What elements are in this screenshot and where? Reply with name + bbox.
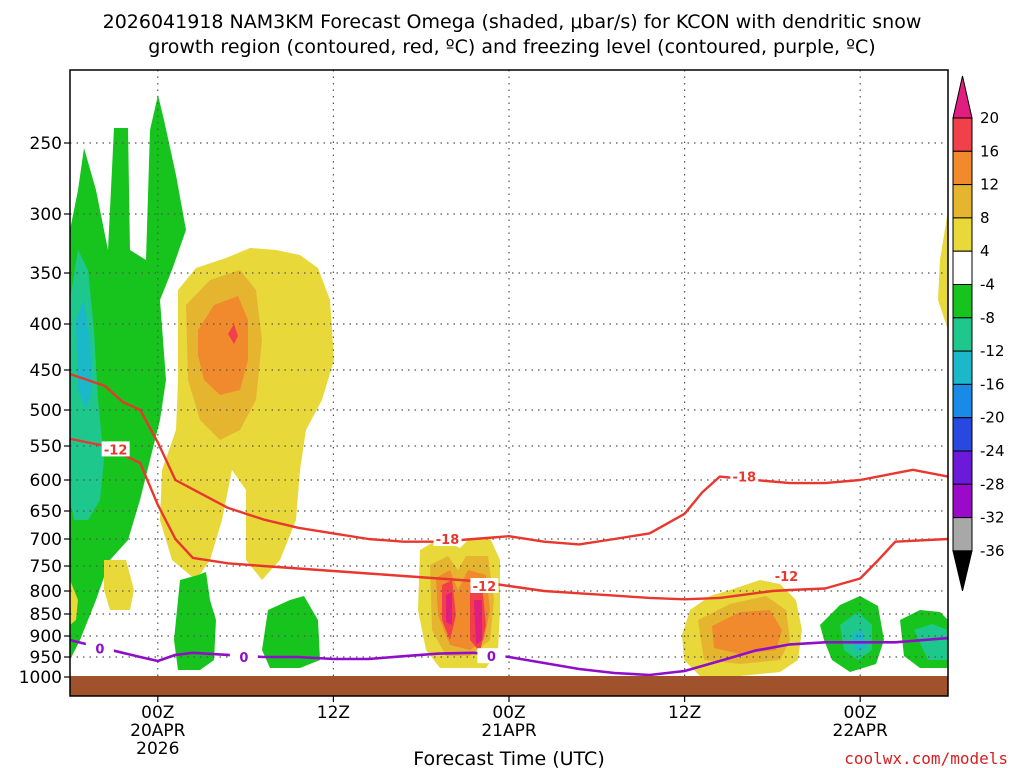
contour-label-bg bbox=[772, 568, 801, 583]
colorbar-segment bbox=[952, 117, 973, 152]
x-axis-label: Forecast Time (UTC) bbox=[413, 748, 604, 768]
y-tick-label: 450 bbox=[30, 361, 62, 381]
colorbar-segment bbox=[952, 383, 973, 419]
chart-title-line2: growth region (contoured, red, ºC) and f… bbox=[148, 36, 875, 58]
colorbar-segment bbox=[952, 417, 973, 452]
colorbar-segment bbox=[952, 217, 973, 252]
omega-region-green-left bbox=[70, 95, 186, 660]
contour-label-bg bbox=[85, 640, 114, 656]
omega-region-yellow-right-edge bbox=[938, 210, 948, 330]
x-tick-label: 00Z bbox=[844, 703, 877, 723]
x-tick-label: 00Z bbox=[141, 703, 174, 723]
y-tick-label: 850 bbox=[30, 605, 62, 625]
omega-region-magenta-mid bbox=[446, 592, 482, 645]
colorbar-label: -24 bbox=[980, 442, 1005, 460]
colorbar-segment bbox=[952, 483, 973, 519]
y-tick-label: 650 bbox=[30, 502, 62, 522]
y-tick-label: 600 bbox=[30, 471, 62, 491]
contour-label: -12 bbox=[775, 570, 799, 585]
colorbar-top-arrow bbox=[952, 75, 973, 119]
contour-label-bg bbox=[477, 648, 506, 664]
colorbar-label: 12 bbox=[980, 176, 999, 194]
omega-region-small-yellow-2 bbox=[70, 580, 78, 625]
colorbar-label: 8 bbox=[980, 209, 990, 227]
colorbar-label: -4 bbox=[980, 276, 995, 294]
colorbar-segment bbox=[952, 517, 973, 552]
contour-label: -18 bbox=[733, 471, 757, 486]
omega-region-orange-upper bbox=[198, 296, 248, 395]
omega-region-red-mid bbox=[442, 580, 486, 652]
x-tick-label: 21APR bbox=[481, 721, 537, 741]
x-tick-label: 20APR bbox=[130, 721, 186, 741]
contour-label-bg bbox=[229, 649, 258, 664]
colorbar-label: 20 bbox=[980, 109, 999, 127]
y-tick-label: 400 bbox=[30, 315, 62, 335]
x-tick-label: 12Z bbox=[317, 703, 350, 723]
colorbar-label: -32 bbox=[980, 509, 1005, 527]
x-tick-label: 12Z bbox=[668, 703, 701, 723]
contour-lines: -12 -18 -12 -18 -12 0 0 0 bbox=[70, 372, 948, 677]
contour-label: -12 bbox=[104, 443, 128, 458]
freezing-level-line bbox=[70, 636, 948, 677]
y-tick-label: 300 bbox=[30, 205, 62, 225]
omega-region-orange-right bbox=[712, 610, 782, 654]
y-tick-label: 350 bbox=[30, 264, 62, 284]
colorbar-segment bbox=[952, 250, 973, 285]
x-tick-label: 2026 bbox=[136, 739, 179, 759]
colorbar-label: -36 bbox=[980, 542, 1005, 560]
x-tick-label: 22APR bbox=[833, 721, 889, 741]
contour-label-bg bbox=[730, 468, 759, 484]
x-tick-label: 00Z bbox=[492, 703, 525, 723]
y-tick-label: 950 bbox=[30, 648, 62, 668]
omega-region-teal-right-2 bbox=[914, 624, 948, 660]
colorbar-label: 16 bbox=[980, 142, 999, 160]
colorbar-label: -16 bbox=[980, 375, 1005, 393]
colorbar-label: -8 bbox=[980, 309, 995, 327]
y-tick-label: 500 bbox=[30, 401, 62, 421]
chart-title-line1: 2026041918 NAM3KM Forecast Omega (shaded… bbox=[103, 11, 922, 33]
colorbar: 20 16 12 8 4 -4 -8 -12 -16 -20 -24 -28 -32 -36 bbox=[952, 75, 1005, 592]
y-tick-label: 800 bbox=[30, 582, 62, 602]
colorbar-segment bbox=[952, 150, 973, 186]
isotherm-minus18-line bbox=[70, 372, 948, 546]
y-axis: 2503003504004505005506006507007508008509… bbox=[19, 134, 70, 688]
colorbar-segment bbox=[952, 284, 973, 319]
y-tick-label: 700 bbox=[30, 530, 62, 550]
y-tick-label: 550 bbox=[30, 437, 62, 457]
credit-text: coolwx.com/models bbox=[844, 749, 1008, 768]
colorbar-label: 4 bbox=[980, 242, 990, 260]
y-tick-label: 250 bbox=[30, 134, 62, 154]
isotherm-minus12-line bbox=[70, 437, 948, 601]
colorbar-segment bbox=[952, 317, 973, 352]
gridlines bbox=[70, 70, 948, 696]
y-tick-label: 900 bbox=[30, 627, 62, 647]
colorbar-label: -20 bbox=[980, 409, 1005, 427]
y-tick-label: 750 bbox=[30, 557, 62, 577]
omega-shading bbox=[70, 95, 948, 676]
contour-label: 0 bbox=[239, 651, 248, 666]
contour-label: -12 bbox=[473, 580, 497, 595]
contour-label: -18 bbox=[436, 533, 460, 548]
omega-region-green-low-1 bbox=[174, 572, 216, 670]
contour-label-bg bbox=[470, 578, 499, 593]
contour-label-bg bbox=[101, 441, 130, 457]
omega-region-red-core-upper bbox=[228, 324, 238, 344]
ground-terrain bbox=[70, 676, 948, 696]
colorbar-label: -28 bbox=[980, 475, 1005, 493]
omega-region-small-yellow-1 bbox=[104, 560, 134, 610]
colorbar-segment bbox=[952, 450, 973, 485]
contour-label: 0 bbox=[487, 650, 496, 665]
colorbar-bottom-arrow bbox=[952, 550, 973, 592]
y-tick-label: 1000 bbox=[19, 668, 62, 688]
contour-label: 0 bbox=[95, 643, 104, 658]
colorbar-segment bbox=[952, 350, 973, 385]
contour-label-bg bbox=[433, 531, 462, 546]
colorbar-segment bbox=[952, 184, 973, 219]
colorbar-label: -12 bbox=[980, 342, 1005, 360]
omega-region-cyan-left bbox=[76, 300, 92, 410]
